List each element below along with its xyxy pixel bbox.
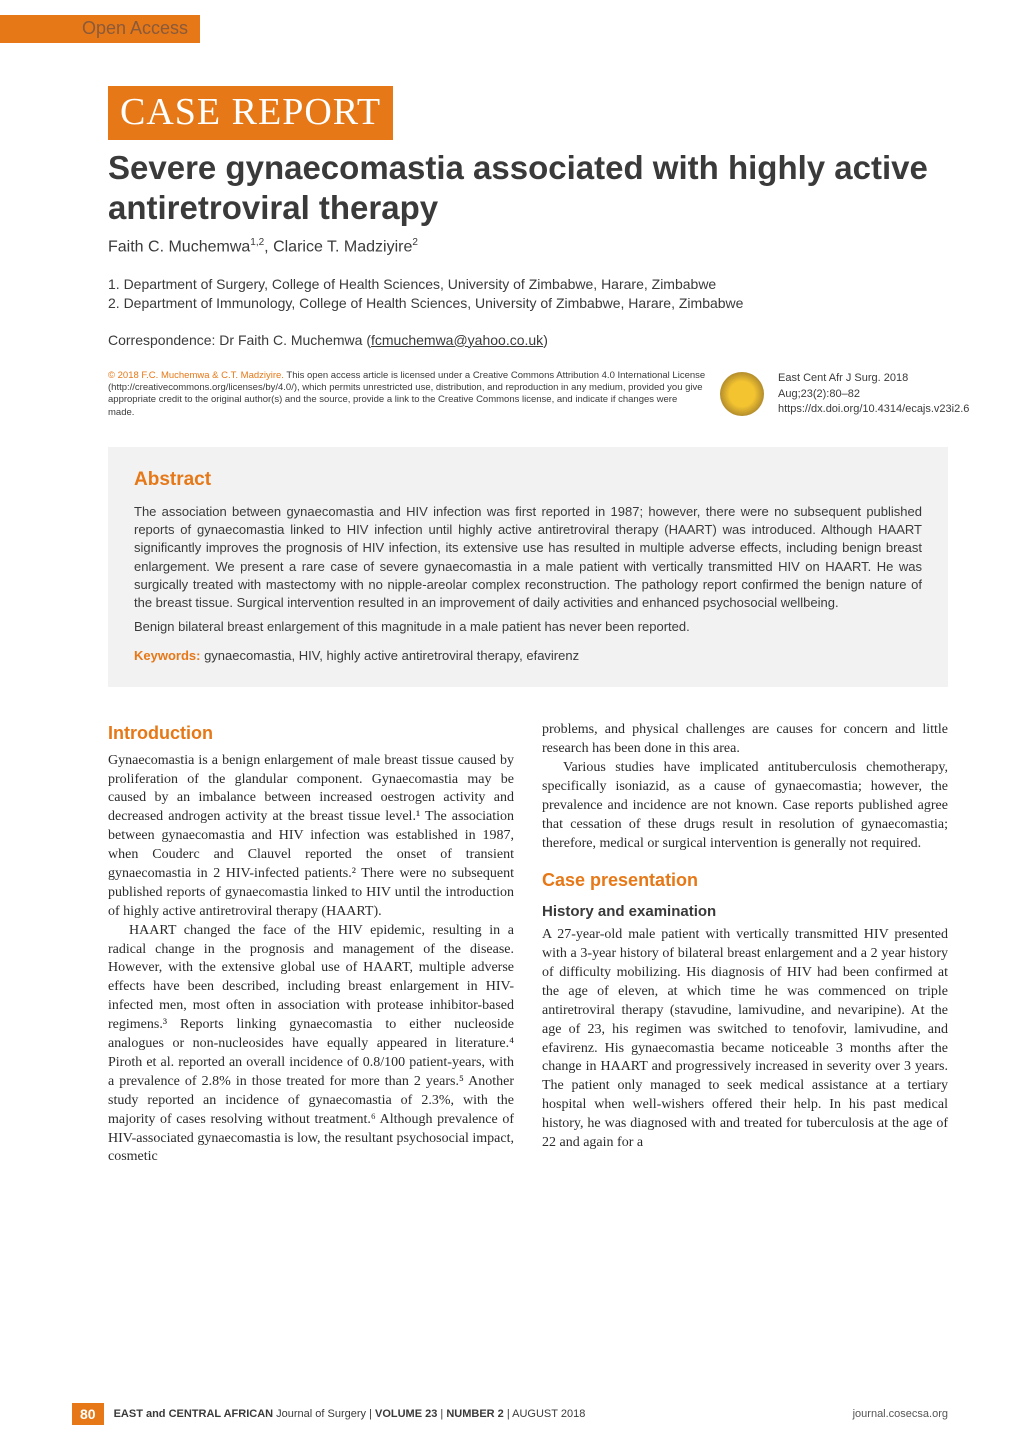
page: Open Access CASE REPORT Severe gynaecoma…: [0, 0, 1020, 1442]
open-access-label: Open Access: [82, 18, 188, 39]
abstract-heading: Abstract: [134, 469, 922, 491]
citation-line-1: East Cent Afr J Surg. 2018 Aug;23(2):80–…: [778, 371, 948, 402]
intro-para-2: HAART changed the face of the HIV epidem…: [108, 922, 514, 1168]
keywords-line: Keywords: gynaecomastia, HIV, highly act…: [134, 648, 922, 663]
introduction-heading: Introduction: [108, 721, 514, 745]
history-subheading: History and examination: [542, 902, 948, 922]
keywords-values: gynaecomastia, HIV, highly active antire…: [200, 648, 579, 663]
intro-para-1: Gynaecomastia is a benign enlargement of…: [108, 752, 514, 922]
keywords-label: Keywords:: [134, 648, 200, 663]
abstract-para-2: Benign bilateral breast enlargement of t…: [134, 618, 922, 636]
affiliation-2: 2. Department of Immunology, College of …: [108, 294, 948, 314]
footer-number: NUMBER 2: [446, 1408, 503, 1420]
footer-url: journal.cosecsa.org: [853, 1408, 948, 1420]
footer-journal-suffix: Journal of Surgery |: [273, 1408, 375, 1420]
correspondence-email-link[interactable]: fcmuchemwa@yahoo.co.uk: [371, 332, 543, 348]
footer-sep-1: |: [437, 1408, 446, 1420]
license-row: © 2018 F.C. Muchemwa & C.T. Madziyire. T…: [108, 370, 948, 419]
footer-journal-info: EAST and CENTRAL AFRICAN Journal of Surg…: [114, 1408, 853, 1420]
affiliation-1: 1. Department of Surgery, College of Hea…: [108, 275, 948, 295]
journal-seal-icon: [720, 372, 764, 416]
footer-date: | AUGUST 2018: [504, 1408, 586, 1420]
footer-volume: VOLUME 23: [375, 1408, 437, 1420]
affiliations: 1. Department of Surgery, College of Hea…: [108, 275, 948, 314]
page-footer: 80 EAST and CENTRAL AFRICAN Journal of S…: [72, 1402, 948, 1426]
abstract-para-1: The association between gynaecomastia an…: [134, 503, 922, 612]
authors-line: Faith C. Muchemwa1,2, Clarice T. Madziyi…: [108, 237, 948, 256]
page-number: 80: [72, 1403, 104, 1425]
body-columns: Introduction Gynaecomastia is a benign e…: [108, 721, 948, 1167]
abstract-text: The association between gynaecomastia an…: [134, 503, 922, 636]
case-presentation-heading: Case presentation: [542, 868, 948, 892]
case-para-1: A 27-year-old male patient with vertical…: [542, 926, 948, 1153]
correspondence-suffix: ): [543, 332, 548, 348]
citation-doi: https://dx.doi.org/10.4314/ecajs.v23i2.6: [778, 402, 948, 417]
col2-continuation: problems, and physical challenges are ca…: [542, 721, 948, 759]
correspondence-prefix: Correspondence: Dr Faith C. Muchemwa (: [108, 332, 371, 348]
article-type-badge: CASE REPORT: [108, 86, 393, 140]
license-text: © 2018 F.C. Muchemwa & C.T. Madziyire. T…: [108, 370, 706, 419]
footer-journal-name: EAST and CENTRAL AFRICAN: [114, 1408, 274, 1420]
license-copyright: © 2018 F.C. Muchemwa & C.T. Madziyire.: [108, 370, 284, 381]
correspondence: Correspondence: Dr Faith C. Muchemwa (fc…: [108, 332, 948, 348]
article-title: Severe gynaecomastia associated with hig…: [108, 148, 928, 227]
col2-para-2: Various studies have implicated antitube…: [542, 759, 948, 853]
content-area: CASE REPORT Severe gynaecomastia associa…: [72, 86, 948, 1167]
citation-block: East Cent Afr J Surg. 2018 Aug;23(2):80–…: [778, 371, 948, 417]
abstract-box: Abstract The association between gynaeco…: [108, 447, 948, 687]
